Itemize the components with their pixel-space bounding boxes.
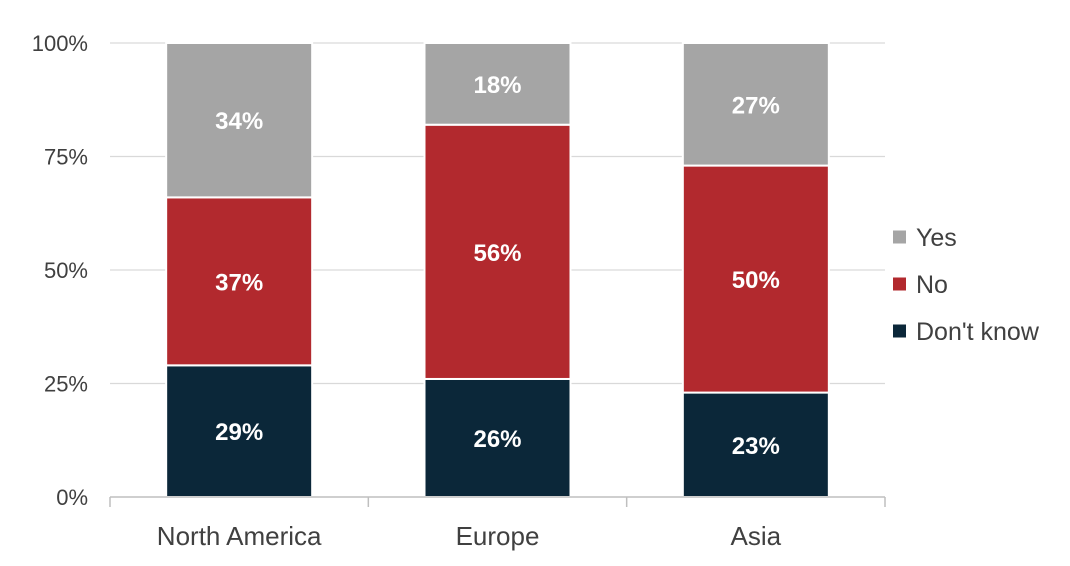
legend-label: Don't know bbox=[916, 318, 1040, 346]
bar-segment bbox=[165, 196, 314, 367]
bar-segment bbox=[423, 377, 572, 498]
y-tick-label: 50% bbox=[44, 258, 88, 283]
bar-segment bbox=[165, 364, 314, 498]
bar-segment bbox=[681, 164, 830, 394]
y-tick-label: 0% bbox=[56, 485, 88, 510]
x-category-label: Asia bbox=[731, 521, 782, 551]
data-label: 26% bbox=[473, 426, 521, 453]
data-label: 27% bbox=[732, 92, 780, 119]
bar-segment bbox=[681, 42, 830, 167]
data-label: 23% bbox=[732, 433, 780, 460]
legend-label: Yes bbox=[916, 224, 957, 252]
legend-swatch bbox=[893, 230, 906, 244]
legend-swatch bbox=[893, 324, 906, 338]
y-tick-label: 75% bbox=[44, 145, 88, 170]
data-label: 18% bbox=[473, 72, 521, 99]
data-label: 50% bbox=[732, 267, 780, 294]
bar-segment bbox=[423, 123, 572, 380]
bar-segment bbox=[423, 42, 572, 126]
y-axis: 0% 25% 50% 75% 100% bbox=[32, 31, 88, 510]
y-tick-label: 25% bbox=[44, 372, 88, 397]
data-label: 29% bbox=[215, 419, 263, 446]
x-category-label: Europe bbox=[456, 521, 540, 551]
legend-swatch bbox=[893, 277, 906, 291]
data-label: 56% bbox=[473, 240, 521, 267]
bar-segment bbox=[681, 391, 830, 498]
data-label: 37% bbox=[215, 269, 263, 296]
legend-label: No bbox=[916, 271, 948, 299]
bars: 29% 37% 34% 26% 56% 18% 23% 50% 27% bbox=[165, 42, 830, 498]
bar-segment bbox=[165, 42, 314, 199]
legend: Yes No Don't know bbox=[893, 224, 1040, 346]
y-tick-label: 100% bbox=[32, 31, 88, 56]
x-axis: North America Europe Asia bbox=[109, 496, 886, 551]
data-label: 34% bbox=[215, 108, 263, 135]
x-category-label: North America bbox=[157, 521, 322, 551]
